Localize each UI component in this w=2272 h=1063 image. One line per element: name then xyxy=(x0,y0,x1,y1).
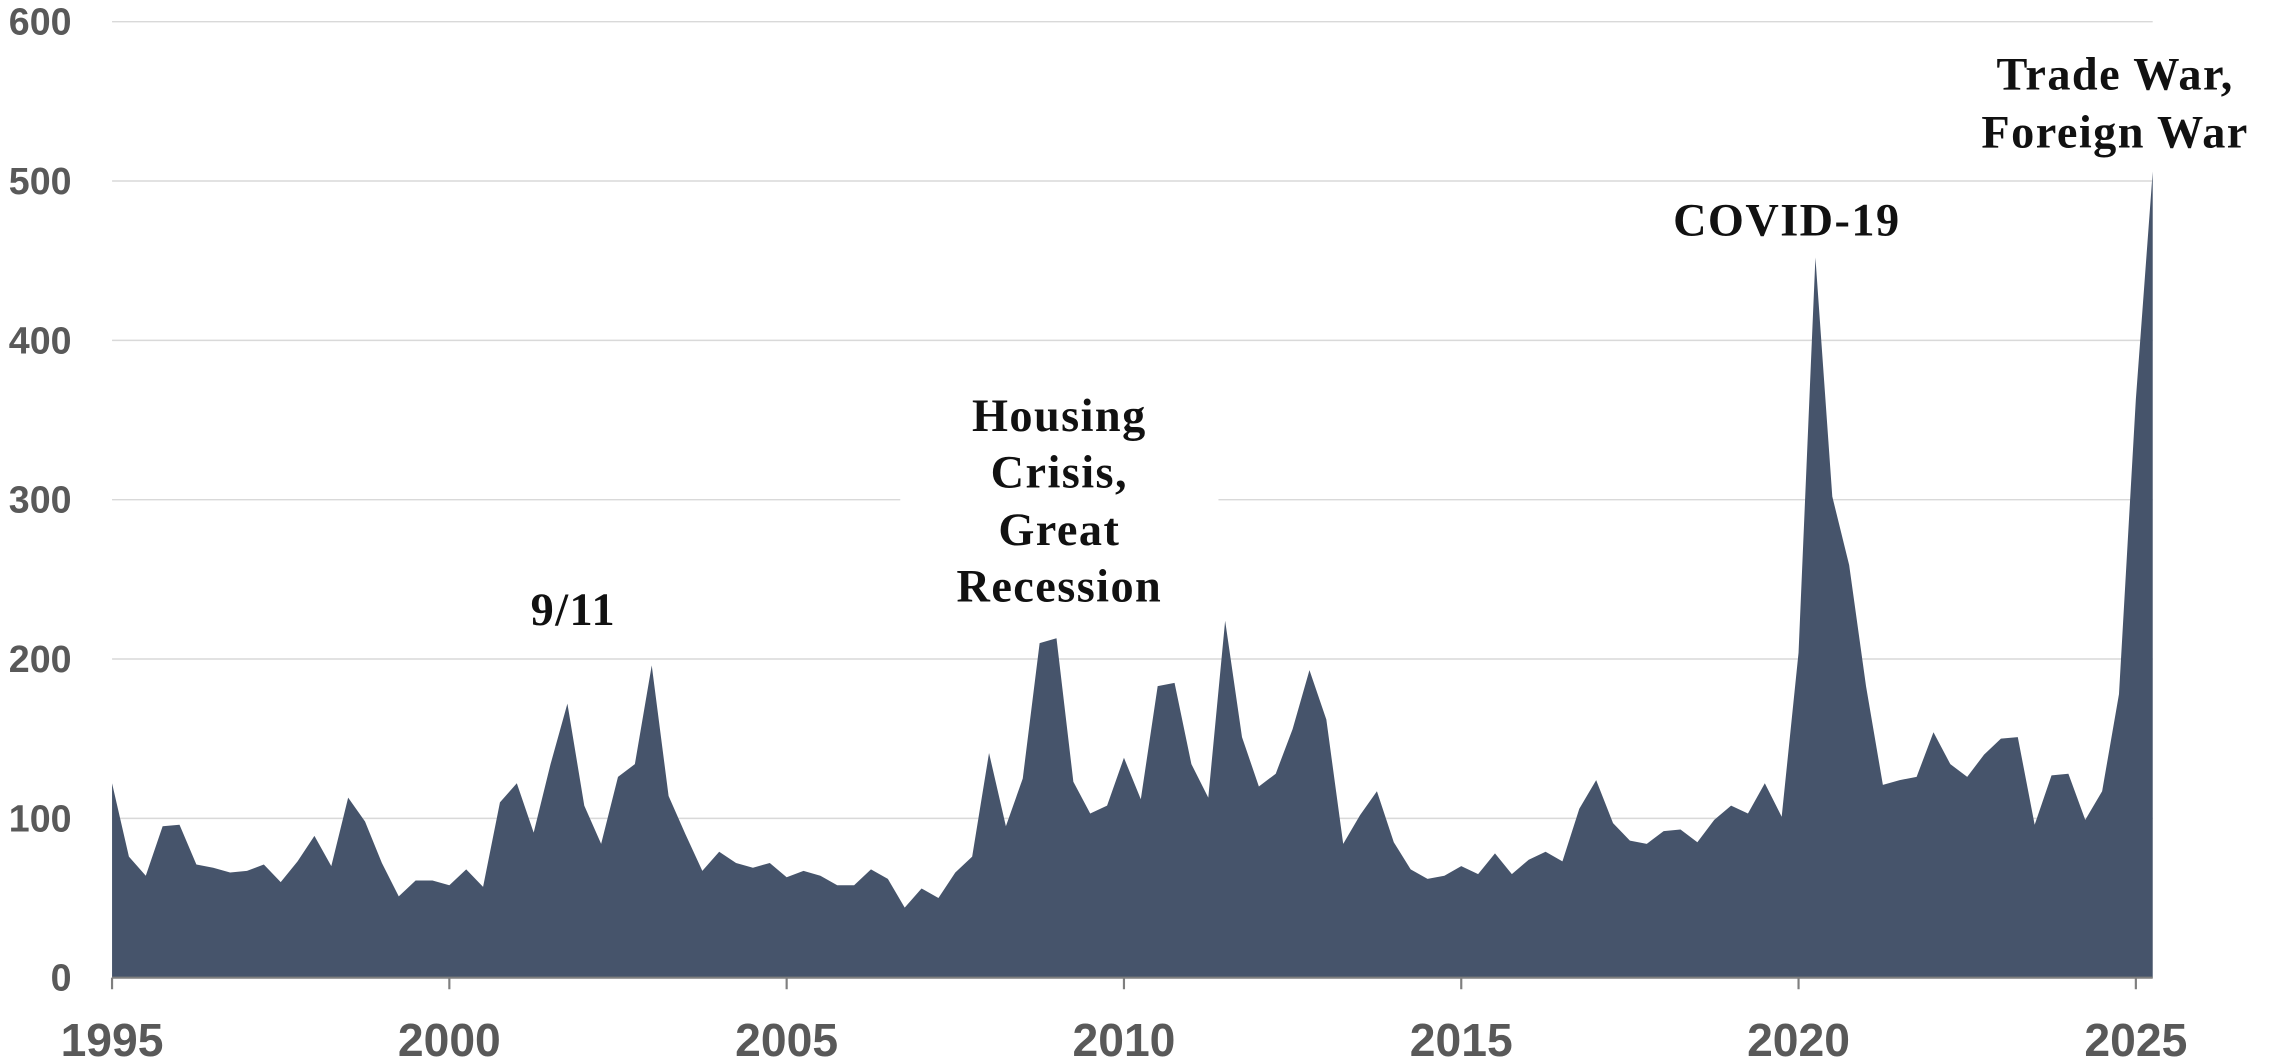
x-tick-label: 1995 xyxy=(61,1014,164,1063)
annotation: Recession xyxy=(956,562,1162,613)
annotation: Great xyxy=(998,505,1120,556)
y-tick-label: 0 xyxy=(51,957,72,999)
area xyxy=(112,171,2153,978)
x-tick-label: 2025 xyxy=(2084,1014,2187,1063)
y-tick-label: 600 xyxy=(9,1,72,43)
y-tick-label: 200 xyxy=(9,638,72,680)
x-tick-label: 2005 xyxy=(735,1014,838,1063)
y-tick-label: 400 xyxy=(9,319,72,361)
x-tick-label: 2015 xyxy=(1410,1014,1513,1063)
annotation: Foreign War xyxy=(1981,108,2248,159)
annotation: Crisis, xyxy=(991,447,1128,498)
annotation: Housing xyxy=(972,391,1147,442)
annotation-bg xyxy=(900,370,1219,605)
y-tick-label: 300 xyxy=(9,479,72,521)
x-tick-label: 2020 xyxy=(1747,1014,1850,1063)
y-tick-label: 500 xyxy=(9,160,72,202)
x-tick-label: 2000 xyxy=(398,1014,501,1063)
annotation: 9/11 xyxy=(531,585,616,636)
y-tick-label: 100 xyxy=(9,797,72,839)
annotation: Trade War, xyxy=(1996,50,2233,101)
annotation: COVID-19 xyxy=(1673,196,1900,247)
x-tick-label: 2010 xyxy=(1072,1014,1175,1063)
